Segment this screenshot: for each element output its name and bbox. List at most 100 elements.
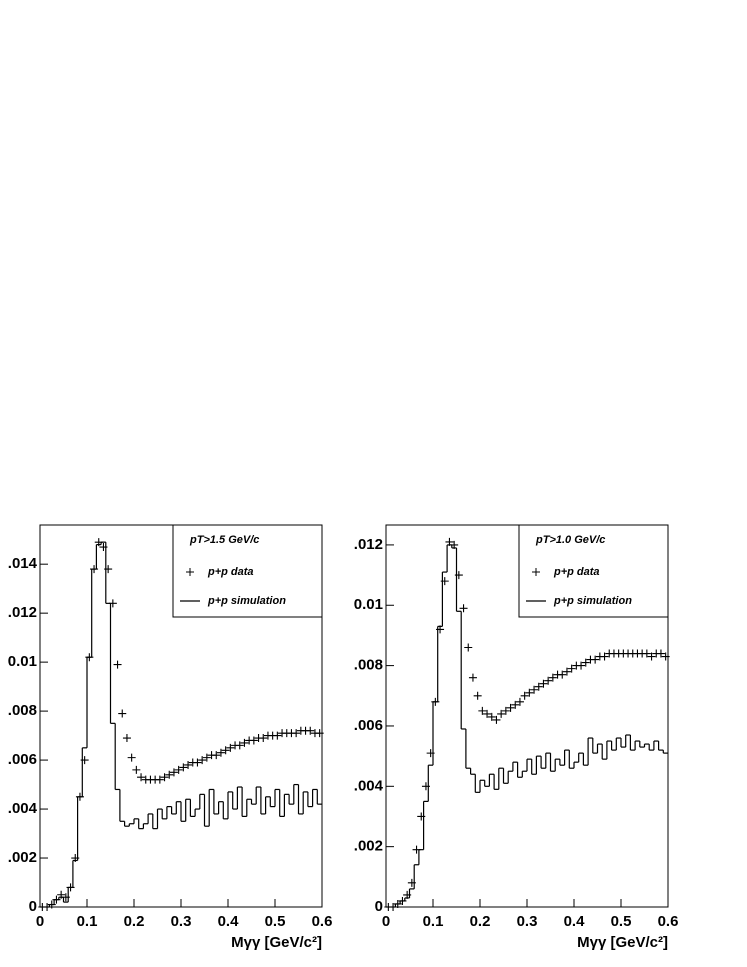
- data-point: [562, 667, 571, 676]
- data-point: [473, 691, 482, 700]
- y-tick-label: 0: [375, 898, 383, 915]
- data-point: [501, 706, 510, 715]
- y-tick-label: .002: [354, 838, 383, 855]
- data-point: [544, 676, 553, 685]
- data-point: [174, 765, 183, 774]
- data-point: [459, 604, 468, 613]
- data-point: [464, 643, 473, 652]
- y-tick-label: .006: [354, 717, 383, 734]
- data-point: [306, 726, 315, 735]
- y-tick-label: .004: [8, 800, 38, 817]
- data-point: [193, 758, 202, 767]
- data-point: [600, 652, 609, 661]
- x-tick-label: 0.1: [423, 913, 444, 930]
- data-point: [468, 673, 477, 682]
- data-point: [169, 768, 178, 777]
- data-point: [487, 712, 496, 721]
- data-point: [155, 775, 164, 784]
- x-tick-label: 0.3: [517, 913, 538, 930]
- legend-box: [172, 524, 323, 618]
- data-point: [259, 734, 268, 743]
- data-point: [558, 670, 567, 679]
- data-point: [478, 706, 487, 715]
- x-tick-label: 0.1: [77, 913, 98, 930]
- data-point: [127, 753, 136, 762]
- data-point: [591, 655, 600, 664]
- data-point: [273, 731, 282, 740]
- y-tick-label: 0: [29, 898, 37, 915]
- data-point: [249, 736, 258, 745]
- y-tick-label: .004: [354, 777, 384, 794]
- data-point: [165, 770, 174, 779]
- y-tick-label: .012: [354, 536, 383, 553]
- y-tick-label: .006: [8, 751, 37, 768]
- data-point: [184, 760, 193, 769]
- x-tick-label: 0.4: [218, 913, 240, 930]
- data-point: [661, 652, 670, 661]
- x-tick-label: 0.5: [265, 913, 286, 930]
- data-point: [520, 691, 529, 700]
- legend-title: pT>1.0 GeV/c: [535, 534, 605, 546]
- y-tick-label: .008: [8, 702, 37, 719]
- legend-swatch: [186, 568, 194, 576]
- x-tick-label: 0.4: [564, 913, 586, 930]
- data-point: [567, 664, 576, 673]
- data-point: [530, 685, 539, 694]
- x-tick-label: 0.6: [312, 913, 333, 930]
- data-point: [179, 763, 188, 772]
- x-tick-label: 0.6: [658, 913, 679, 930]
- legend-box: [518, 524, 669, 618]
- legend-label: p+p data: [553, 566, 600, 578]
- data-point: [118, 709, 127, 718]
- data-point: [539, 679, 548, 688]
- x-tick-label: 0.2: [124, 913, 145, 930]
- data-point: [492, 715, 501, 724]
- data-point: [240, 738, 249, 747]
- data-point: [506, 703, 515, 712]
- data-point: [292, 729, 301, 738]
- data-point: [642, 649, 651, 658]
- data-point: [581, 658, 590, 667]
- y-tick-label: 0.01: [8, 653, 37, 670]
- data-point: [511, 700, 520, 709]
- x-tick-label: 0: [382, 913, 390, 930]
- data-point: [202, 753, 211, 762]
- data-point: [647, 652, 656, 661]
- data-point: [212, 751, 221, 760]
- y-tick-label: .014: [8, 555, 38, 572]
- x-axis-title: Mγγ [GeV/c²]: [231, 934, 322, 951]
- data-point: [515, 697, 524, 706]
- legend-label: p+p data: [207, 566, 254, 578]
- data-point: [137, 773, 146, 782]
- data-point: [226, 743, 235, 752]
- legend-label: p+p simulation: [553, 595, 632, 607]
- x-tick-label: 0.2: [470, 913, 491, 930]
- legend-swatch: [532, 568, 540, 576]
- y-tick-label: .002: [8, 849, 37, 866]
- y-tick-label: .012: [8, 604, 37, 621]
- data-point: [132, 765, 141, 774]
- x-axis-title: Mγγ [GeV/c²]: [577, 934, 668, 951]
- data-point: [483, 709, 492, 718]
- data-point: [160, 773, 169, 782]
- data-point: [198, 756, 207, 765]
- x-tick-label: 0.5: [611, 913, 632, 930]
- x-tick-label: 0: [36, 913, 44, 930]
- data-point: [122, 734, 131, 743]
- data-point: [577, 661, 586, 670]
- data-point: [221, 746, 230, 755]
- legend-label: p+p simulation: [207, 595, 286, 607]
- data-point: [525, 688, 534, 697]
- data-point: [497, 709, 506, 718]
- data-point: [235, 741, 244, 750]
- legend-title: pT>1.5 GeV/c: [189, 534, 259, 546]
- data-point: [656, 649, 665, 658]
- data-point: [548, 673, 557, 682]
- x-tick-label: 0.3: [171, 913, 192, 930]
- y-tick-label: 0.01: [354, 596, 383, 613]
- y-tick-label: .008: [354, 657, 383, 674]
- data-point: [534, 682, 543, 691]
- data-point: [216, 748, 225, 757]
- data-point: [315, 729, 324, 738]
